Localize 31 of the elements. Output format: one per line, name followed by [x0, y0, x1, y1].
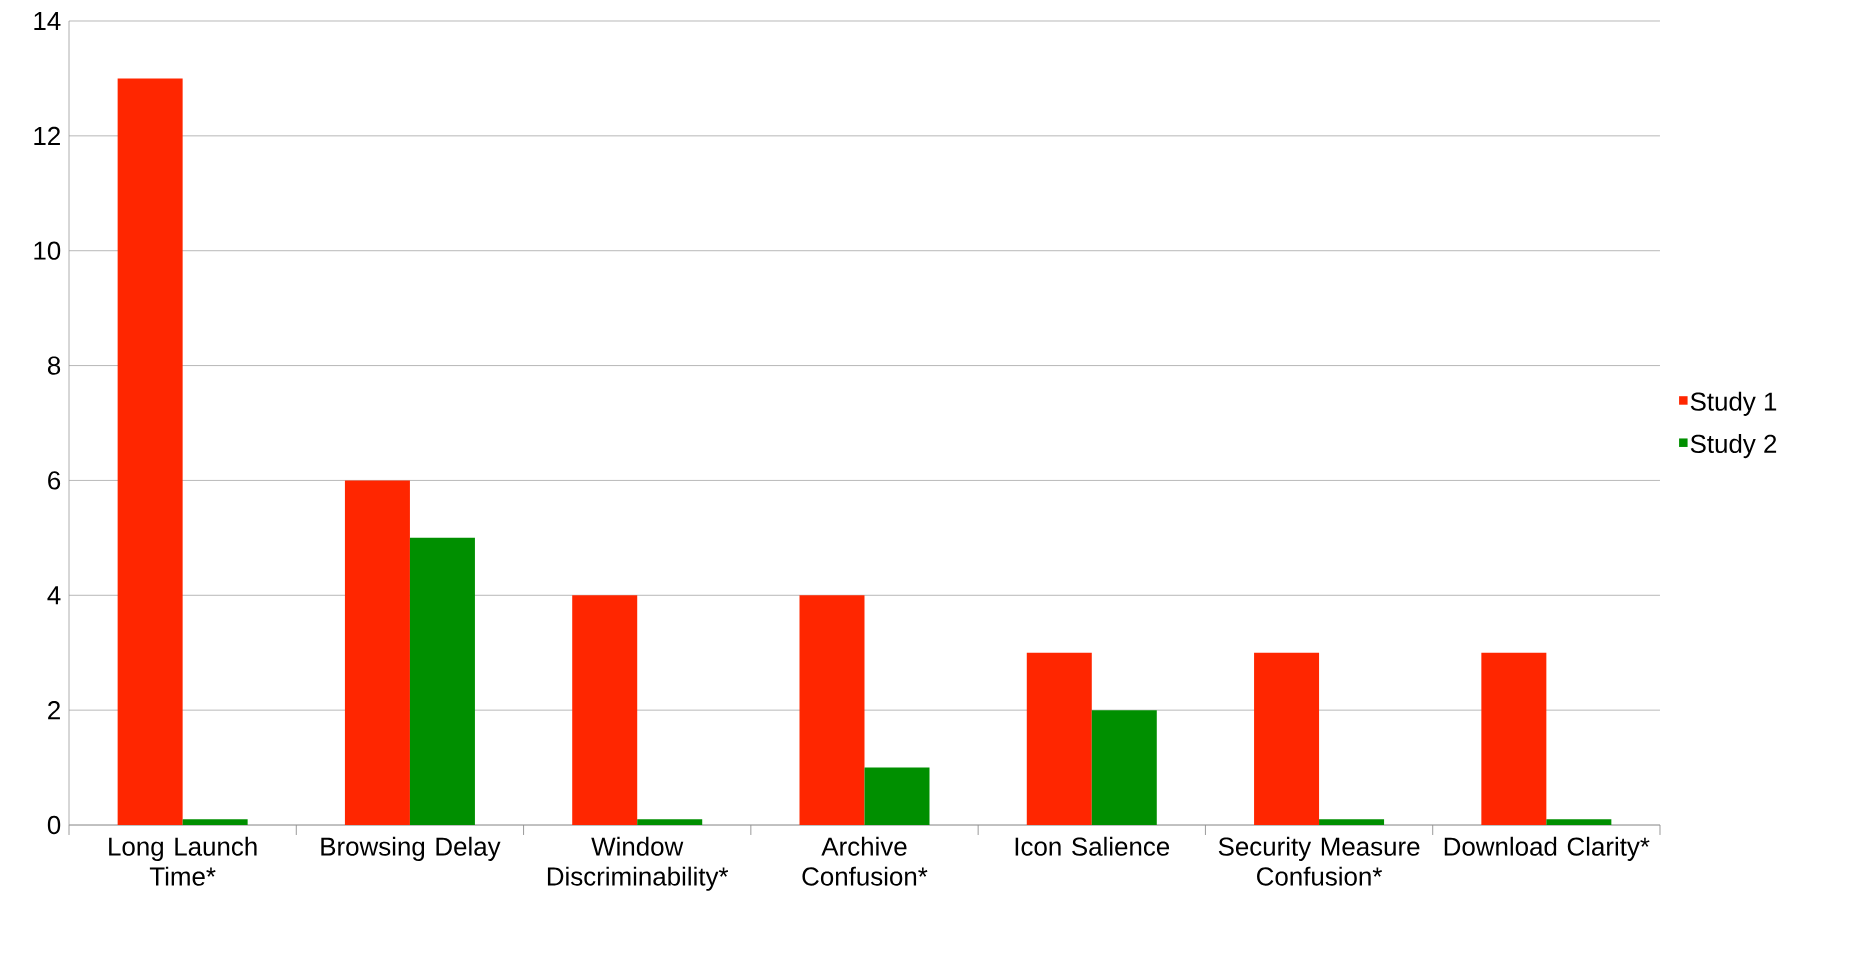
bar: [864, 767, 930, 825]
x-tick-label: Icon Salience: [1015, 836, 1170, 856]
bar: [1091, 710, 1157, 825]
x-tick-label: Window Discriminability*: [547, 836, 729, 891]
bar: [1546, 819, 1612, 825]
y-tick-label: 14: [34, 12, 61, 30]
bar: [799, 595, 865, 825]
y-tick-label: 4: [47, 586, 61, 605]
y-tick-label: 2: [48, 701, 60, 720]
bar: [572, 595, 638, 825]
bar: [637, 819, 703, 825]
legend-label: Study 2: [1690, 433, 1777, 459]
legend-label: Study 1: [1690, 391, 1777, 416]
bar: [117, 78, 183, 825]
y-tick-label: 12: [34, 126, 60, 145]
x-tick-label: Security Measure Confusion*: [1218, 836, 1420, 886]
x-tick-label: Archive Confusion*: [802, 836, 928, 886]
y-tick-label: 8: [47, 356, 61, 375]
y-tick-label: 10: [34, 241, 61, 260]
x-tick-label: Download Clarity*: [1444, 836, 1650, 861]
bar: [344, 480, 410, 825]
bar: [409, 537, 475, 825]
x-tick-label: Browsing Delay: [321, 836, 501, 861]
bar: [1319, 819, 1385, 825]
bar: [1254, 652, 1320, 825]
y-tick-label: 0: [47, 815, 61, 835]
x-tick-label: Long Launch Time*: [109, 836, 257, 886]
bar: [182, 819, 248, 825]
bar: [1481, 652, 1547, 825]
bar: [1026, 652, 1092, 825]
y-tick-label: 6: [48, 471, 61, 490]
